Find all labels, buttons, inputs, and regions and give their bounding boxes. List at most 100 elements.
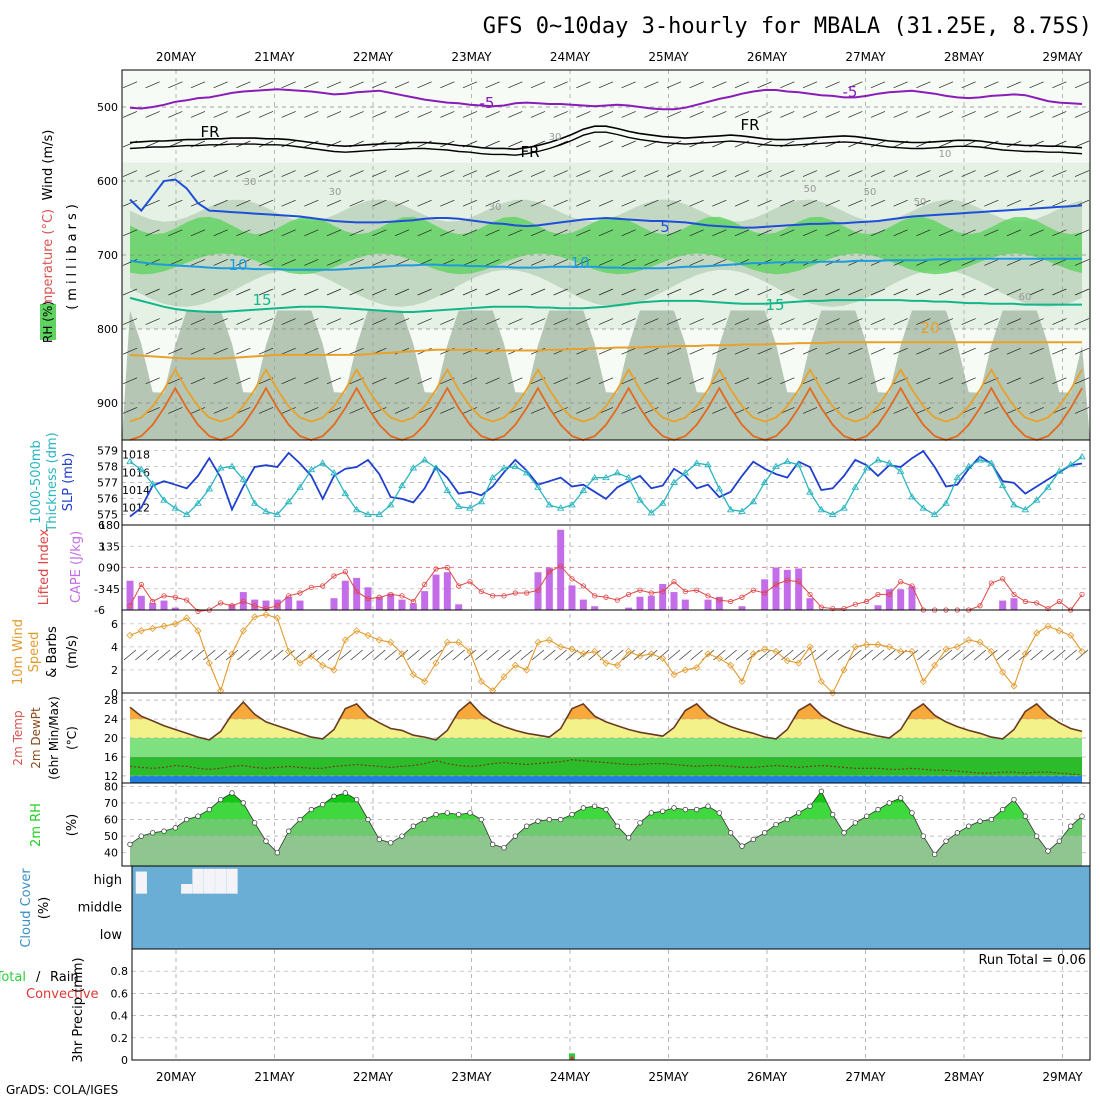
wind-barb bbox=[213, 407, 228, 414]
wind-speed-marker bbox=[239, 627, 247, 635]
lifted-index-marker bbox=[671, 579, 677, 585]
wind-barb bbox=[281, 170, 296, 177]
wind-barb bbox=[168, 111, 183, 118]
cloud-bar bbox=[181, 883, 193, 894]
wind-barb bbox=[145, 140, 160, 148]
wind-speed-marker bbox=[602, 659, 610, 667]
wind-barb bbox=[213, 229, 228, 237]
wind-barb bbox=[485, 377, 500, 385]
wind-barb bbox=[667, 649, 681, 661]
cape-ylabel-2: CAPE (J/kg) bbox=[69, 531, 84, 603]
wind-barb bbox=[530, 318, 546, 325]
y-tick-label: 900 bbox=[97, 397, 118, 410]
cape-bar bbox=[375, 596, 383, 610]
wind-barb bbox=[475, 649, 488, 661]
wind-barb bbox=[938, 377, 954, 385]
wind-barb bbox=[440, 229, 455, 237]
wind-barb bbox=[258, 288, 274, 296]
wind-barb bbox=[1029, 170, 1044, 177]
thickness-marker bbox=[998, 481, 1007, 489]
wind-barb bbox=[485, 81, 500, 89]
wind-barb bbox=[576, 81, 591, 89]
precip-convective-bar bbox=[570, 1056, 574, 1060]
wind-barb bbox=[304, 140, 319, 148]
wind-speed-marker bbox=[1021, 650, 1029, 658]
date-label-bottom: 27MAY bbox=[845, 1070, 886, 1084]
wind-barb bbox=[213, 170, 228, 177]
wind-barb bbox=[1029, 377, 1044, 385]
wind-barb bbox=[870, 140, 886, 148]
wind-barb bbox=[757, 347, 772, 355]
wind-barb bbox=[122, 111, 138, 118]
wind-barb bbox=[429, 649, 443, 661]
wind-barb bbox=[508, 199, 523, 207]
wind-barb bbox=[508, 170, 523, 177]
thickness-marker bbox=[1010, 501, 1018, 508]
y-tick-label: 0.6 bbox=[111, 987, 129, 1000]
thickness-marker bbox=[647, 509, 656, 516]
wind-barb bbox=[870, 229, 886, 237]
cape-bar bbox=[557, 529, 565, 610]
contour-label: 50 bbox=[864, 187, 877, 198]
ylabel-wind-part: 10m Wind bbox=[11, 619, 26, 685]
wind-barb bbox=[689, 377, 704, 385]
wind-barb bbox=[462, 259, 478, 266]
cape-bar bbox=[149, 602, 157, 610]
wind-barb bbox=[236, 318, 251, 325]
wind-speed-marker bbox=[681, 666, 689, 674]
wind-barb bbox=[848, 140, 863, 148]
wind-barb bbox=[553, 170, 568, 177]
wind-barb bbox=[689, 259, 704, 266]
wind-barb bbox=[236, 199, 251, 207]
rh-marker bbox=[150, 830, 156, 836]
legend-slash: / bbox=[36, 970, 41, 985]
wind-speed-marker bbox=[545, 636, 553, 644]
wind-barb bbox=[576, 407, 591, 414]
date-label-top: 28MAY bbox=[944, 50, 985, 64]
wind-barb bbox=[1041, 649, 1055, 661]
lifted-index-marker bbox=[320, 583, 326, 589]
thickness-line bbox=[129, 456, 1083, 516]
wind-barb bbox=[190, 259, 206, 266]
thickness-marker bbox=[1078, 452, 1086, 460]
wind-barb bbox=[339, 649, 352, 661]
lifted-index-marker bbox=[263, 605, 269, 612]
wind-speed-marker bbox=[987, 647, 995, 656]
wind-barb bbox=[485, 288, 500, 296]
wind-barb bbox=[1006, 288, 1022, 296]
thickness-marker bbox=[602, 473, 610, 481]
lifted-index-marker bbox=[410, 598, 416, 605]
lifted-index-marker bbox=[739, 594, 745, 600]
thickness-marker bbox=[806, 488, 814, 495]
wind-speed-marker bbox=[795, 659, 803, 667]
wind-barb bbox=[168, 170, 183, 177]
wind-barb bbox=[1029, 318, 1044, 325]
thickness-marker bbox=[613, 469, 622, 476]
wind-barb bbox=[203, 649, 216, 661]
y-tick-label: 20 bbox=[104, 732, 118, 745]
slp-ylabel: 1000-500mb bbox=[29, 440, 44, 524]
wind-barb bbox=[984, 259, 999, 266]
wind-barb bbox=[326, 377, 342, 385]
wind-barb bbox=[848, 347, 863, 355]
cape-bar bbox=[568, 585, 576, 610]
y-tick-label: -6 bbox=[94, 604, 105, 617]
wind-speed-marker bbox=[613, 661, 621, 669]
rh-marker bbox=[365, 816, 371, 823]
cloud-ylabel-2: (%) bbox=[37, 897, 52, 920]
wind-speed-marker bbox=[738, 677, 746, 686]
wind-barb bbox=[1052, 377, 1067, 385]
wind-barb bbox=[190, 407, 206, 414]
cape-bar bbox=[387, 593, 395, 610]
rh-marker bbox=[886, 800, 892, 806]
wind-barb bbox=[372, 229, 387, 237]
wind-barb bbox=[1052, 229, 1067, 237]
thickness-marker bbox=[987, 459, 996, 466]
wind-barb bbox=[349, 111, 364, 118]
contour-label: 30 bbox=[244, 177, 257, 188]
wind-barb bbox=[984, 347, 999, 355]
wind-barb bbox=[734, 199, 750, 207]
wind-barb bbox=[530, 199, 546, 207]
cape-bar bbox=[885, 589, 893, 610]
wind-barb bbox=[258, 111, 274, 118]
